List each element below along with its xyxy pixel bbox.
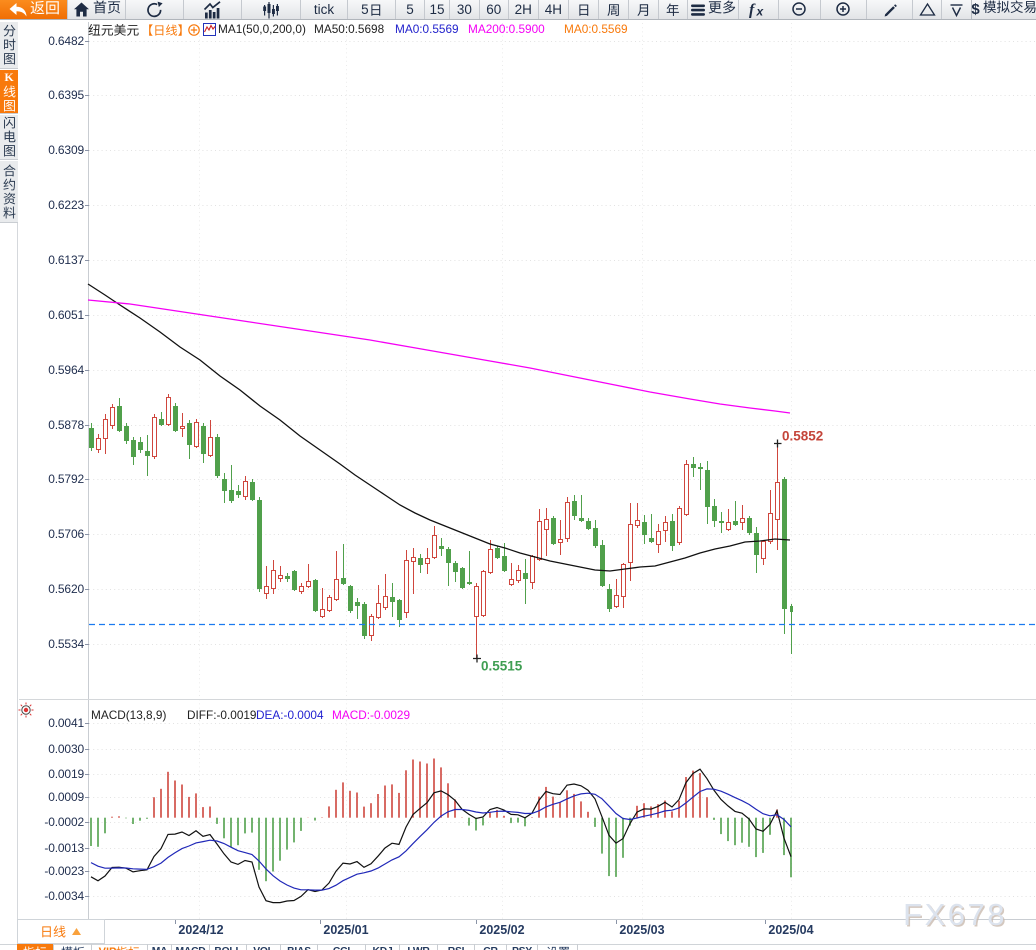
svg-text:-0.0013: -0.0013 xyxy=(44,841,84,855)
svg-text:0.5852: 0.5852 xyxy=(782,429,823,444)
svg-text:-0.0002: -0.0002 xyxy=(44,815,84,829)
svg-text:0.6482: 0.6482 xyxy=(48,34,84,48)
svg-text:0.0041: 0.0041 xyxy=(48,716,84,730)
svg-text:0.0019: 0.0019 xyxy=(48,767,84,781)
svg-text:0.5620: 0.5620 xyxy=(48,582,84,596)
svg-text:2024/12: 2024/12 xyxy=(178,923,223,937)
svg-text:0.5792: 0.5792 xyxy=(48,472,84,486)
svg-text:2025/03: 2025/03 xyxy=(619,923,664,937)
svg-text:0.6051: 0.6051 xyxy=(48,308,84,322)
svg-text:0.5878: 0.5878 xyxy=(48,418,84,432)
svg-text:0.6137: 0.6137 xyxy=(48,253,84,267)
svg-text:MA1(50,0,200,0): MA1(50,0,200,0) xyxy=(218,22,306,36)
svg-text:x: x xyxy=(755,5,764,19)
svg-text:-0.0023: -0.0023 xyxy=(44,864,84,878)
svg-text:0.5706: 0.5706 xyxy=(48,527,84,541)
svg-text:0.5515: 0.5515 xyxy=(481,659,523,674)
svg-text:MACD(13,8,9): MACD(13,8,9) xyxy=(91,708,166,722)
svg-text:-0.0034: -0.0034 xyxy=(44,889,84,903)
svg-text:MA50:0.5698: MA50:0.5698 xyxy=(314,22,385,36)
svg-text:0.6395: 0.6395 xyxy=(48,88,84,102)
svg-text:MA0:0.5569: MA0:0.5569 xyxy=(564,22,628,36)
svg-text:DIFF:-0.0019: DIFF:-0.0019 xyxy=(187,708,257,722)
svg-text:2025/02: 2025/02 xyxy=(479,923,524,937)
svg-text:0.0030: 0.0030 xyxy=(48,742,84,756)
svg-text:0.6309: 0.6309 xyxy=(48,143,84,157)
svg-text:MA200:0.5900: MA200:0.5900 xyxy=(468,22,545,36)
svg-text:0.5964: 0.5964 xyxy=(48,363,84,377)
svg-text:FX678: FX678 xyxy=(903,897,1007,932)
svg-text:0.0009: 0.0009 xyxy=(48,790,84,804)
svg-text:FX678: FX678 xyxy=(905,899,1009,934)
svg-text:f: f xyxy=(749,2,756,19)
svg-text:MA0:0.5569: MA0:0.5569 xyxy=(395,22,459,36)
svg-text:DEA:-0.0004: DEA:-0.0004 xyxy=(256,708,324,722)
svg-text:2025/01: 2025/01 xyxy=(323,923,368,937)
svg-text:MACD:-0.0029: MACD:-0.0029 xyxy=(332,708,410,722)
svg-text:0.5534: 0.5534 xyxy=(48,637,84,651)
svg-text:0.6223: 0.6223 xyxy=(48,198,84,212)
svg-text:2025/04: 2025/04 xyxy=(768,923,813,937)
